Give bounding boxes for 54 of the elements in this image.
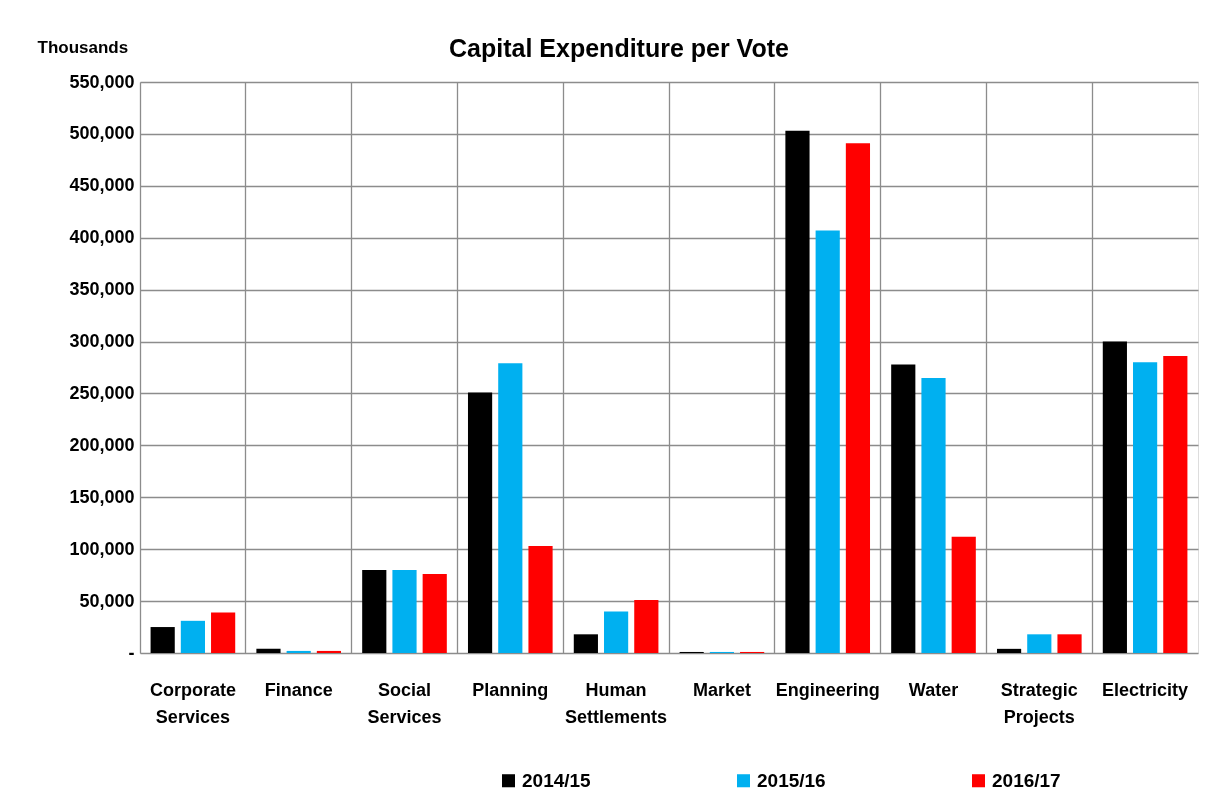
x-tick-label: Engineering	[775, 679, 880, 700]
y-tick-label: 500,000	[69, 123, 135, 144]
y-tick-label: 450,000	[69, 175, 135, 196]
bar	[467, 392, 493, 653]
bar	[1163, 356, 1188, 653]
bar	[1102, 341, 1127, 653]
bar	[286, 650, 311, 653]
y-tick-label: -	[128, 642, 135, 663]
bar	[1133, 362, 1158, 653]
y-tick-label: 150,000	[69, 486, 135, 507]
bar	[211, 612, 236, 653]
bar	[815, 230, 840, 653]
chart-title: Capital Expenditure per Vote	[449, 34, 790, 62]
y-tick-label: 550,000	[69, 71, 135, 92]
x-tick-label: Planning	[472, 679, 549, 700]
bar	[785, 130, 810, 653]
bar	[951, 536, 976, 653]
bar	[362, 569, 387, 653]
x-tick-label: Finance	[264, 679, 333, 700]
bar	[573, 634, 598, 653]
bar	[498, 363, 523, 653]
legend-label: 2015/16	[757, 769, 826, 791]
bar	[634, 600, 659, 653]
x-tick-label: Electricity	[1102, 679, 1189, 700]
x-tick-label: Social Services	[367, 679, 442, 727]
bar	[604, 611, 629, 653]
bar	[150, 627, 175, 653]
x-tick-label: Water	[908, 679, 959, 700]
y-tick-label: 300,000	[69, 331, 135, 352]
bar	[528, 546, 553, 653]
bar	[996, 648, 1022, 653]
y-tick-label: 400,000	[69, 227, 135, 248]
bar	[1057, 634, 1082, 653]
bar	[1027, 634, 1052, 653]
x-tick-label: Strategic Projects	[1000, 679, 1078, 727]
x-tick-label: Human Settlements	[565, 679, 668, 727]
x-tick-label: Corporate Services	[149, 679, 236, 727]
bar	[921, 377, 946, 653]
bar	[180, 620, 205, 653]
legend-label: 2014/15	[522, 769, 592, 791]
bar	[256, 648, 281, 653]
y-axis-title: Thousands	[37, 37, 129, 57]
y-tick-label: 350,000	[69, 279, 135, 300]
y-tick-label: 200,000	[69, 434, 135, 455]
legend-label: 2016/17	[992, 769, 1061, 791]
bar	[422, 574, 447, 653]
bar	[392, 569, 417, 653]
bar	[845, 143, 871, 653]
x-tick-label: Market	[692, 679, 751, 700]
bar	[316, 650, 342, 653]
y-tick-label: 100,000	[69, 538, 135, 559]
y-tick-label: 50,000	[79, 590, 135, 611]
bar	[891, 364, 916, 653]
y-tick-label: 250,000	[69, 382, 135, 403]
